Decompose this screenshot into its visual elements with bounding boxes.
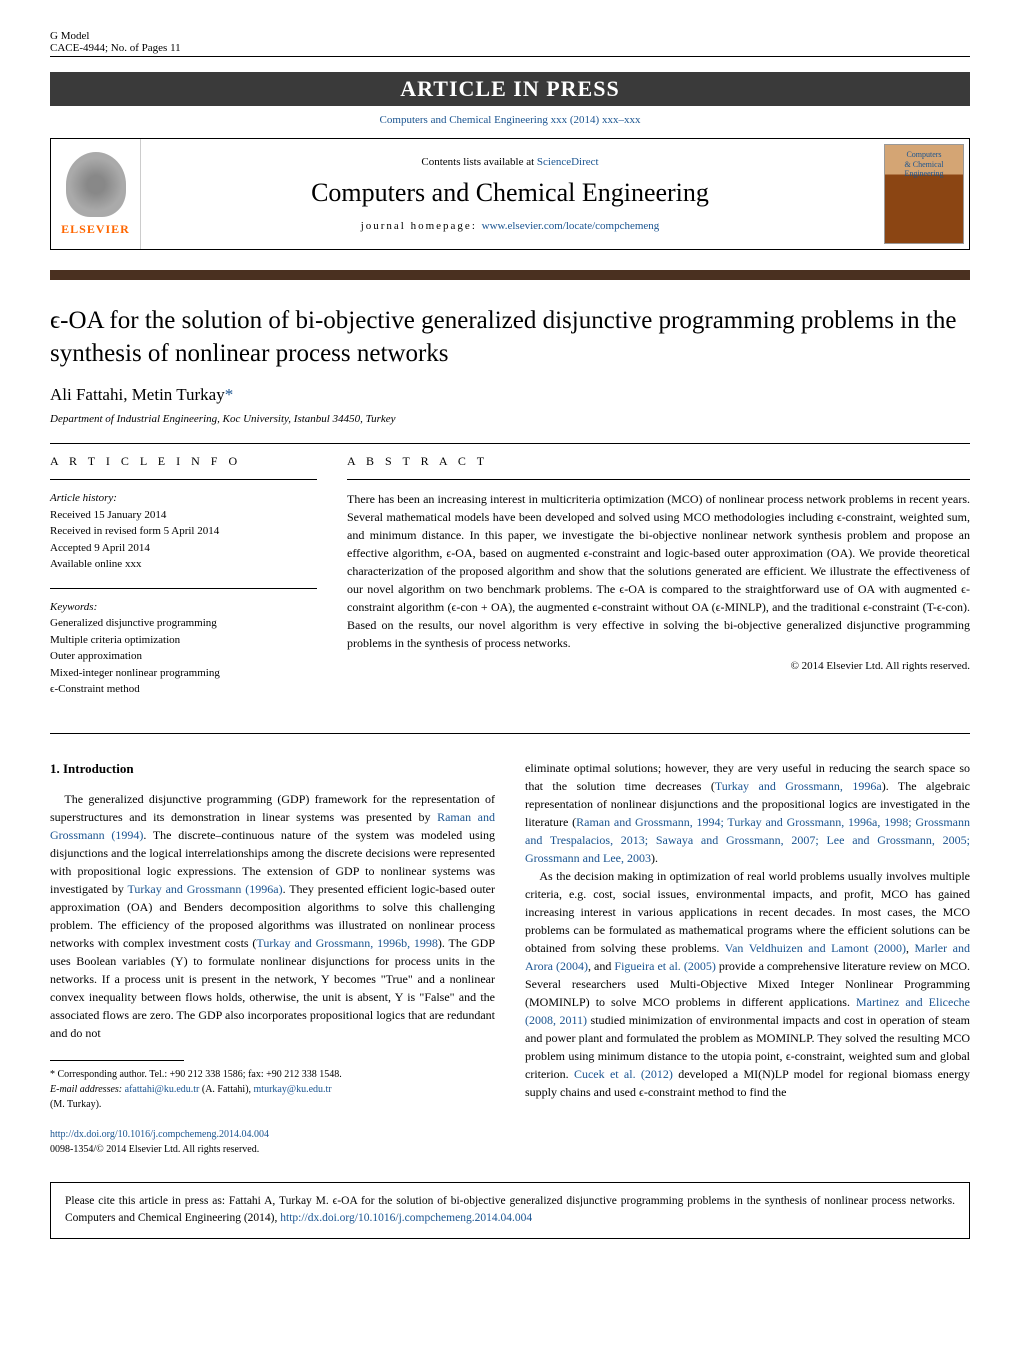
history-block: Article history: Received 15 January 201… <box>50 490 317 573</box>
article-in-press-banner: ARTICLE IN PRESS <box>50 72 970 106</box>
issn-copyright: 0098-1354/© 2014 Elsevier Ltd. All right… <box>50 1142 495 1157</box>
elsevier-tree-icon <box>66 152 126 217</box>
brown-divider-bar <box>50 270 970 280</box>
article-info-heading: A R T I C L E I N F O <box>50 454 317 469</box>
divider <box>347 479 970 480</box>
cite-doi-link[interactable]: http://dx.doi.org/10.1016/j.compchemeng.… <box>280 1212 532 1224</box>
keyword: Generalized disjunctive programming <box>50 615 317 632</box>
section-heading: 1. Introduction <box>50 759 495 779</box>
citation-link[interactable]: Cucek et al. (2012) <box>574 1067 673 1081</box>
keyword: Multiple criteria optimization <box>50 632 317 649</box>
keywords-block: Keywords: Generalized disjunctive progra… <box>50 599 317 698</box>
journal-cover-thumb: Computers & Chemical Engineering <box>884 144 964 244</box>
citation-box: Please cite this article in press as: Fa… <box>50 1182 970 1239</box>
journal-center: Contents lists available at ScienceDirec… <box>141 146 879 242</box>
corresponding-author: * Corresponding author. Tel.: +90 212 33… <box>50 1067 495 1082</box>
divider <box>50 733 970 734</box>
doi-block: http://dx.doi.org/10.1016/j.compchemeng.… <box>50 1127 495 1157</box>
contents-label: Contents lists available at <box>421 156 536 168</box>
author-names: Ali Fattahi, Metin Turkay <box>50 385 225 404</box>
revised-date: Received in revised form 5 April 2014 <box>50 523 317 540</box>
divider <box>50 588 317 589</box>
journal-title: Computers and Chemical Engineering <box>151 178 869 208</box>
paragraph: As the decision making in optimization o… <box>525 867 970 1101</box>
citation-link[interactable]: Turkay and Grossmann, 1996b, 1998 <box>256 936 438 950</box>
doi-link[interactable]: http://dx.doi.org/10.1016/j.compchemeng.… <box>50 1127 495 1142</box>
header-meta: G Model CACE-4944; No. of Pages 11 <box>50 30 970 54</box>
divider <box>50 443 970 444</box>
info-abstract-row: A R T I C L E I N F O Article history: R… <box>50 454 970 713</box>
homepage-label: journal homepage: <box>361 220 482 232</box>
homepage-line: journal homepage: www.elsevier.com/locat… <box>151 220 869 232</box>
keyword: ϵ-Constraint method <box>50 681 317 698</box>
received-date: Received 15 January 2014 <box>50 507 317 524</box>
abstract-copyright: © 2014 Elsevier Ltd. All rights reserved… <box>347 660 970 672</box>
footnote-block: * Corresponding author. Tel.: +90 212 33… <box>50 1067 495 1112</box>
right-column: eliminate optimal solutions; however, th… <box>525 759 970 1158</box>
email-line: E-mail addresses: afattahi@ku.edu.tr (A.… <box>50 1082 495 1097</box>
citation-link[interactable]: Van Veldhuizen and Lamont (2000) <box>725 941 906 955</box>
keyword: Outer approximation <box>50 648 317 665</box>
body-columns: 1. Introduction The generalized disjunct… <box>50 759 970 1158</box>
citation-link[interactable]: Turkay and Grossmann (1996a) <box>127 882 282 896</box>
cover-text: Computers & Chemical Engineering <box>904 150 943 179</box>
contents-line: Contents lists available at ScienceDirec… <box>151 156 869 168</box>
keyword: Mixed-integer nonlinear programming <box>50 665 317 682</box>
elsevier-logo: ELSEVIER <box>51 139 141 249</box>
header-rule <box>50 56 970 57</box>
article-info-block: A R T I C L E I N F O Article history: R… <box>50 454 317 713</box>
citation-link[interactable]: Turkay and Grossmann, 1996a <box>715 779 882 793</box>
online-date: Available online xxx <box>50 556 317 573</box>
corresponding-mark: * <box>225 385 234 404</box>
authors: Ali Fattahi, Metin Turkay* <box>50 385 970 405</box>
footnote-separator <box>50 1060 184 1061</box>
affiliation: Department of Industrial Engineering, Ko… <box>50 413 970 425</box>
elsevier-text: ELSEVIER <box>61 222 130 237</box>
citation-link[interactable]: Figueira et al. (2005) <box>614 959 715 973</box>
abstract-heading: A B S T R A C T <box>347 454 970 469</box>
gmodel-label: G Model <box>50 30 181 42</box>
accepted-date: Accepted 9 April 2014 <box>50 540 317 557</box>
abstract-text: There has been an increasing interest in… <box>347 490 970 652</box>
article-title: ϵ-OA for the solution of bi-objective ge… <box>50 305 970 370</box>
cace-label: CACE-4944; No. of Pages 11 <box>50 42 181 54</box>
email-link[interactable]: afattahi@ku.edu.tr <box>125 1084 200 1095</box>
email-label: E-mail addresses: <box>50 1084 125 1095</box>
journal-header-box: ELSEVIER Contents lists available at Sci… <box>50 138 970 250</box>
homepage-url[interactable]: www.elsevier.com/locate/compchemeng <box>482 220 660 232</box>
paragraph: The generalized disjunctive programming … <box>50 790 495 1042</box>
history-label: Article history: <box>50 490 317 507</box>
email-link[interactable]: mturkay@ku.edu.tr <box>254 1084 332 1095</box>
email-name2: (M. Turkay). <box>50 1097 495 1112</box>
divider <box>50 479 317 480</box>
left-column: 1. Introduction The generalized disjunct… <box>50 759 495 1158</box>
journal-reference: Computers and Chemical Engineering xxx (… <box>50 114 970 126</box>
citation-link[interactable]: Raman and Grossmann, 1994; Turkay and Gr… <box>525 815 970 865</box>
keywords-label: Keywords: <box>50 599 317 616</box>
sciencedirect-link[interactable]: ScienceDirect <box>537 156 599 168</box>
paragraph: eliminate optimal solutions; however, th… <box>525 759 970 867</box>
abstract-block: A B S T R A C T There has been an increa… <box>347 454 970 713</box>
